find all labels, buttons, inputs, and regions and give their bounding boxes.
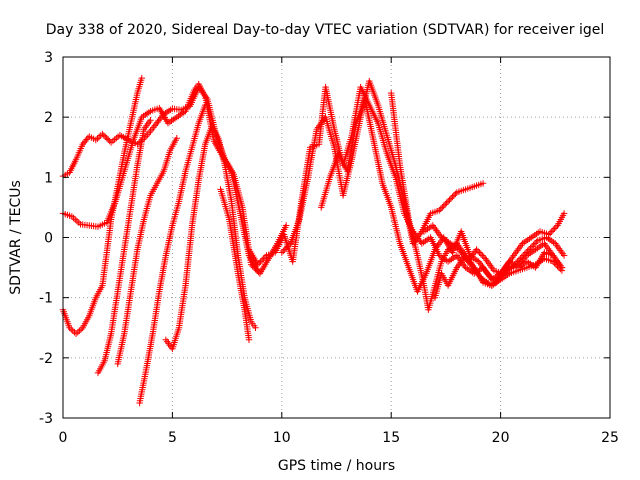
series-arc-5	[114, 135, 180, 368]
series-arc-8	[217, 186, 253, 343]
y-tick-label: 1	[44, 170, 53, 186]
series-markers	[431, 252, 566, 301]
series-markers	[278, 77, 487, 256]
y-tick-label: 3	[44, 50, 53, 66]
series-arc-6	[136, 101, 209, 407]
x-tick-label: 5	[168, 430, 177, 446]
axis-ticks: 0 5 10 15 20 25 -3 -2 -1 0 1 2 3	[39, 50, 619, 446]
series-markers	[59, 74, 145, 337]
y-tick-label: 0	[44, 231, 53, 247]
series-arc-3	[59, 74, 145, 337]
series-markers	[59, 83, 290, 277]
y-tick-label: 2	[44, 110, 53, 126]
x-axis-label: GPS time / hours	[278, 458, 395, 474]
y-tick-label: -1	[39, 291, 53, 307]
chart-title: Day 338 of 2020, Sidereal Day-to-day VTE…	[46, 22, 605, 38]
series-arc-13	[420, 222, 568, 277]
series-markers	[136, 101, 209, 407]
series-arc-14	[431, 252, 566, 301]
x-tick-label: 0	[59, 430, 68, 446]
series-markers	[217, 186, 253, 343]
series-markers	[420, 222, 568, 277]
series-arc-4	[94, 117, 154, 377]
series-markers	[114, 135, 180, 368]
data-series	[59, 74, 568, 407]
series-arc-1	[59, 83, 290, 277]
y-axis-label: SDTVAR / TECUs	[8, 180, 24, 295]
x-tick-label: 25	[601, 430, 619, 446]
y-tick-label: -2	[39, 351, 53, 367]
series-arc-10	[278, 77, 487, 256]
series-markers	[94, 117, 154, 377]
x-tick-label: 20	[492, 430, 510, 446]
x-tick-label: 10	[273, 430, 291, 446]
x-tick-label: 15	[382, 430, 400, 446]
y-tick-label: -3	[39, 411, 53, 427]
